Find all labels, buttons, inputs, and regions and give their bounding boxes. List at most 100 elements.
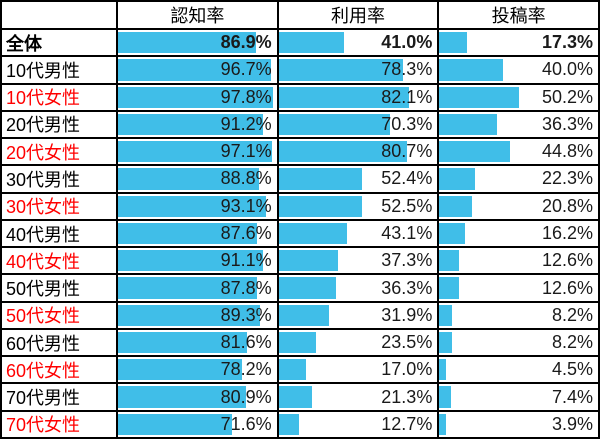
bar — [439, 59, 503, 81]
column-header-posting: 投稿率 — [439, 2, 598, 28]
bar — [439, 250, 460, 272]
value-label: 80.7% — [381, 141, 433, 162]
value-label: 21.3% — [381, 386, 433, 407]
value-label: 37.3% — [381, 250, 433, 271]
row-label: 70代女性 — [2, 411, 116, 437]
value-label: 40.0% — [541, 59, 593, 80]
bar — [278, 168, 362, 190]
data-cell: 70.3% — [278, 111, 438, 138]
row-label: 60代男性 — [2, 329, 116, 356]
bar — [439, 168, 475, 190]
data-cell: 8.2% — [439, 302, 598, 328]
data-cell: 22.3% — [439, 166, 598, 192]
value-label: 41.0% — [381, 32, 433, 53]
row-label: 40代女性 — [2, 248, 116, 274]
data-cell: 87.8% — [118, 275, 277, 301]
bar — [439, 32, 467, 54]
bar — [118, 359, 243, 381]
data-cell: 71.6% — [118, 411, 277, 437]
value-label: 31.9% — [381, 304, 433, 325]
bar — [278, 413, 299, 435]
value-label: 78.2% — [220, 359, 272, 380]
bar — [439, 195, 473, 217]
data-cell: 97.8% — [118, 84, 277, 110]
data-cell: 89.3% — [118, 302, 277, 328]
value-label: 36.3% — [381, 277, 433, 298]
row-label: 30代男性 — [2, 166, 116, 192]
bar — [118, 59, 272, 81]
bar — [118, 86, 274, 108]
row-label: 60代女性 — [2, 357, 116, 383]
row-label: 20代男性 — [2, 111, 116, 138]
bar — [278, 32, 344, 54]
data-cell: 91.2% — [118, 111, 277, 138]
value-label: 43.1% — [381, 222, 433, 243]
data-cell: 43.1% — [278, 220, 438, 247]
bar — [118, 250, 263, 272]
bar — [278, 86, 409, 108]
value-label: 91.1% — [220, 250, 272, 271]
value-label: 22.3% — [541, 168, 593, 189]
value-label: 78.3% — [381, 59, 433, 80]
value-label: 4.5% — [551, 359, 593, 380]
data-cell: 80.7% — [278, 139, 438, 165]
data-cell: 7.4% — [439, 384, 598, 410]
data-cell: 52.5% — [278, 193, 438, 219]
value-label: 16.2% — [541, 222, 593, 243]
bar — [118, 32, 256, 54]
data-cell: 41.0% — [278, 30, 438, 56]
value-label: 52.5% — [381, 195, 433, 216]
bar — [439, 386, 452, 408]
bar — [439, 277, 460, 299]
data-cell: 12.6% — [439, 275, 598, 301]
value-label: 12.7% — [381, 413, 433, 434]
bar — [118, 222, 257, 245]
bar — [118, 141, 273, 163]
bar — [278, 59, 403, 81]
data-cell: 4.5% — [439, 357, 598, 383]
bar — [118, 277, 258, 299]
value-label: 52.4% — [381, 168, 433, 189]
data-cell: 86.9% — [118, 30, 277, 56]
data-cell: 87.6% — [118, 220, 277, 247]
data-cell: 44.8% — [439, 139, 598, 165]
data-cell: 17.0% — [278, 357, 438, 383]
bar — [118, 331, 248, 354]
data-cell: 78.2% — [118, 357, 277, 383]
data-cell: 97.1% — [118, 139, 277, 165]
value-label: 86.9% — [220, 32, 272, 53]
value-label: 12.6% — [541, 250, 593, 271]
bar — [439, 413, 446, 435]
data-cell: 37.3% — [278, 248, 438, 274]
column-header-awareness: 認知率 — [118, 2, 277, 28]
bar — [439, 113, 497, 136]
value-label: 91.2% — [220, 113, 272, 134]
data-cell: 52.4% — [278, 166, 438, 192]
empty-corner-cell — [2, 2, 116, 28]
row-label: 10代女性 — [2, 84, 116, 110]
bar — [278, 386, 313, 408]
data-cell: 17.3% — [439, 30, 598, 56]
bar — [118, 413, 232, 435]
data-cell: 23.5% — [278, 329, 438, 356]
value-label: 7.4% — [551, 386, 593, 407]
data-cell: 12.6% — [439, 248, 598, 274]
value-label: 8.2% — [551, 332, 593, 353]
value-label: 97.8% — [220, 86, 272, 107]
bar — [278, 331, 316, 354]
bar — [278, 195, 362, 217]
bar — [278, 304, 330, 326]
data-cell: 20.8% — [439, 193, 598, 219]
value-label: 87.6% — [220, 222, 272, 243]
data-cell: 50.2% — [439, 84, 598, 110]
data-cell: 88.8% — [118, 166, 277, 192]
value-label: 17.3% — [541, 32, 593, 53]
value-label: 12.6% — [541, 277, 593, 298]
bar — [439, 222, 466, 245]
data-cell: 21.3% — [278, 384, 438, 410]
row-label: 30代女性 — [2, 193, 116, 219]
bar — [118, 168, 259, 190]
value-label: 96.7% — [220, 59, 272, 80]
value-label: 71.6% — [220, 413, 272, 434]
data-cell: 31.9% — [278, 302, 438, 328]
